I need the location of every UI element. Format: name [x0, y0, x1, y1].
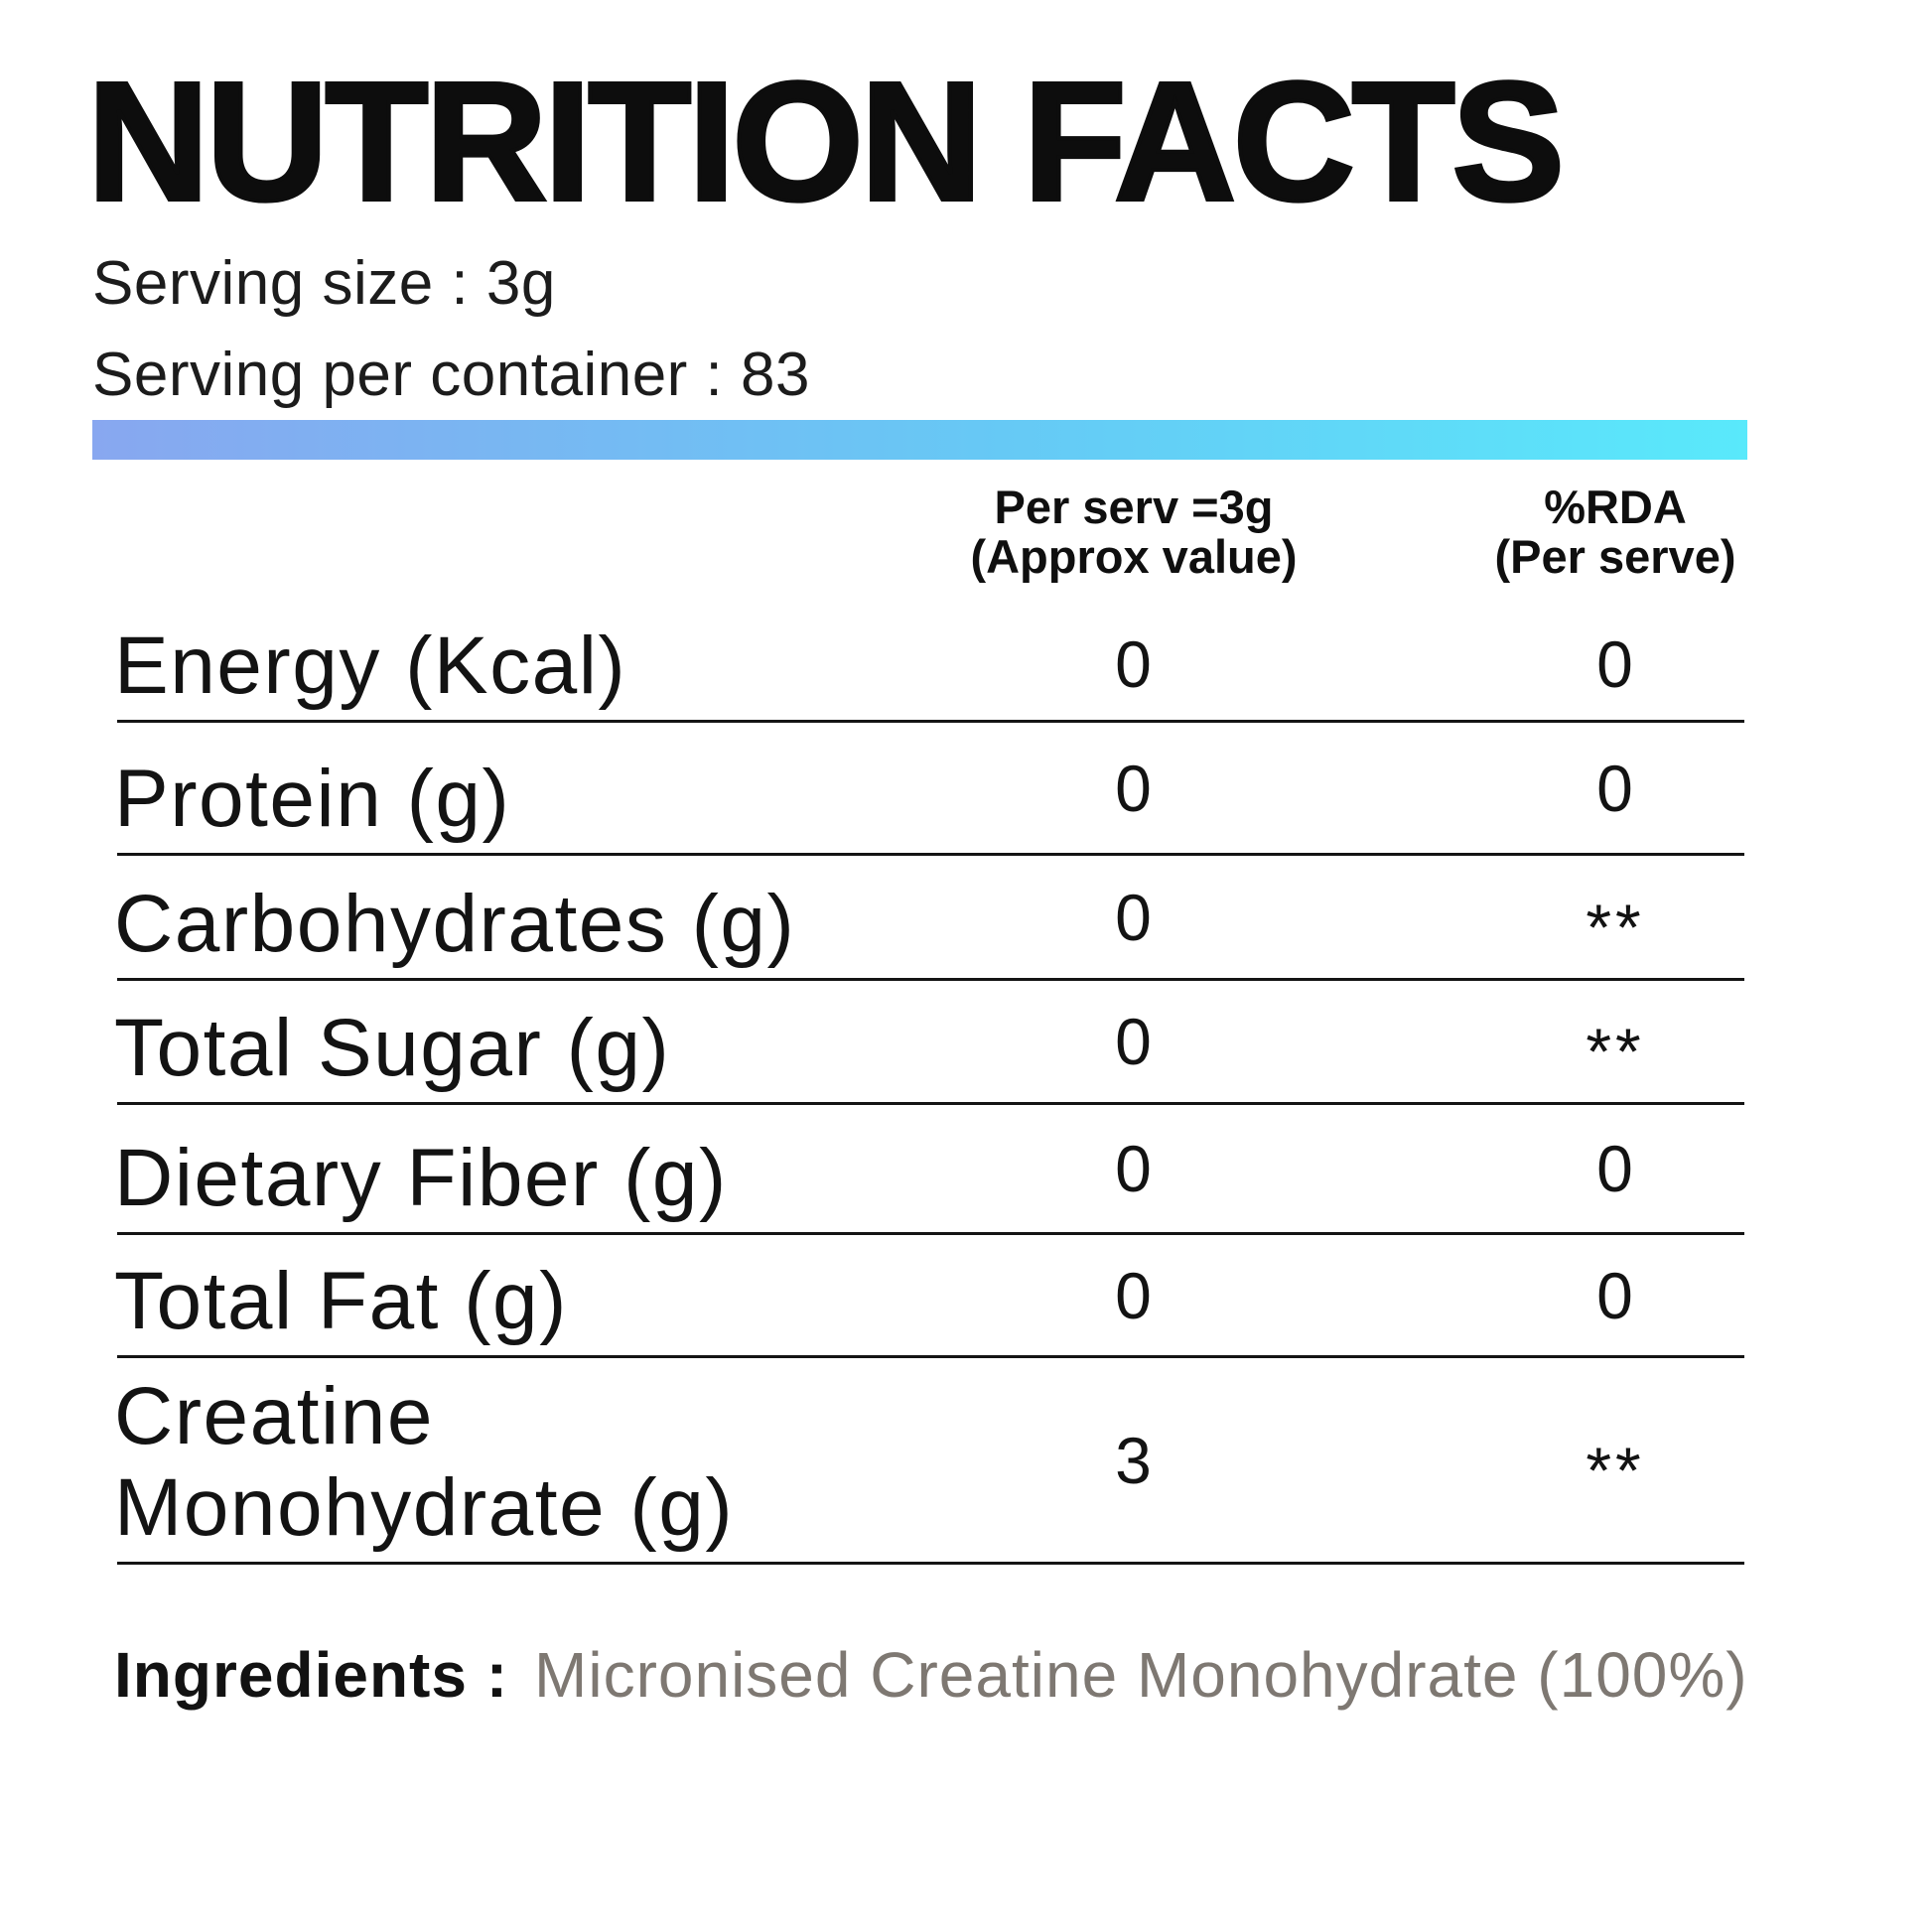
- nutrient-label: Total Sugar (g): [114, 1003, 671, 1094]
- per-serv-value: 0: [1115, 880, 1153, 954]
- table-row: Creatine Monohydrate (g) 3 **: [114, 1358, 1744, 1565]
- table-row: Protein (g) 0 0: [114, 723, 1744, 856]
- serving-per-container-text: Serving per container : 83: [92, 341, 810, 409]
- rda-value: **: [1586, 1015, 1645, 1088]
- ingredients-label: Ingredients :: [114, 1639, 509, 1711]
- ingredients-row: Ingredients : Micronised Creatine Monohy…: [114, 1638, 1748, 1712]
- table-row: Total Fat (g) 0 0: [114, 1235, 1744, 1358]
- column-header-rda: %RDA (Per serve): [1417, 483, 1814, 582]
- per-serv-value: 0: [1115, 626, 1153, 701]
- rda-value: **: [1586, 1433, 1645, 1507]
- gradient-divider-bar: [92, 420, 1747, 460]
- page-title: NUTRITION FACTS: [85, 48, 1567, 236]
- nutrient-label: Energy (Kcal): [114, 621, 627, 712]
- nutrient-label: Dietary Fiber (g): [114, 1133, 728, 1224]
- per-serv-value: 0: [1115, 1005, 1153, 1078]
- nutrient-label: Total Fat (g): [114, 1256, 568, 1347]
- nutrition-table: Energy (Kcal) 0 0 Protein (g) 0 0 Carboh…: [0, 608, 1932, 1565]
- per-serv-value: 3: [1115, 1423, 1153, 1497]
- table-row: Carbohydrates (g) 0 **: [114, 856, 1744, 981]
- rda-value: **: [1586, 890, 1645, 964]
- column-header-rda-line1: %RDA: [1544, 481, 1687, 533]
- nutrient-label: Protein (g): [114, 754, 511, 845]
- rda-value: 0: [1596, 626, 1634, 701]
- rda-value: 0: [1596, 1258, 1634, 1332]
- column-header-per-serv: Per serv =3g (Approx value): [935, 483, 1332, 582]
- serving-size-text: Serving size : 3g: [92, 249, 556, 318]
- column-header-per-serv-line1: Per serv =3g: [994, 481, 1274, 533]
- column-header-rda-line2: (Per serve): [1494, 530, 1736, 583]
- column-header-per-serv-line2: (Approx value): [970, 530, 1298, 583]
- per-serv-value: 0: [1115, 1258, 1153, 1332]
- rda-value: 0: [1596, 1132, 1634, 1205]
- nutrient-label: Creatine Monohydrate (g): [114, 1371, 735, 1554]
- table-row: Total Sugar (g) 0 **: [114, 981, 1744, 1105]
- rda-value: 0: [1596, 751, 1634, 825]
- table-row: Dietary Fiber (g) 0 0: [114, 1105, 1744, 1235]
- nutrient-label: Carbohydrates (g): [114, 879, 796, 970]
- per-serv-value: 0: [1115, 1132, 1153, 1205]
- per-serv-value: 0: [1115, 751, 1153, 825]
- ingredients-value: Micronised Creatine Monohydrate (100%): [534, 1639, 1748, 1711]
- table-row: Energy (Kcal) 0 0: [114, 608, 1744, 723]
